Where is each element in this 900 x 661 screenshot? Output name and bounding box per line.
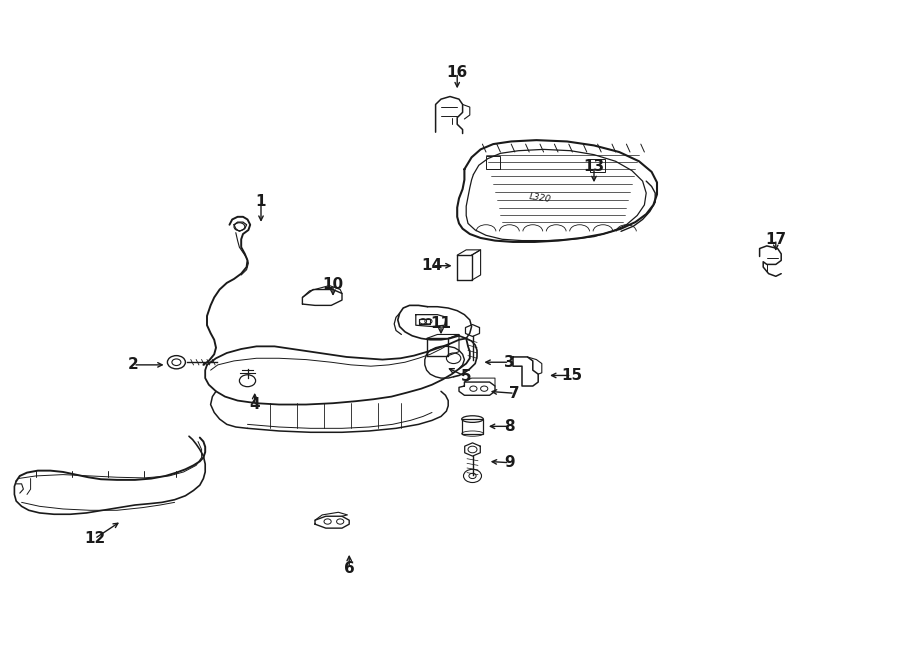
Text: 4: 4	[249, 397, 260, 412]
Bar	[486, 156, 500, 169]
Text: 1: 1	[256, 194, 266, 209]
Bar	[462, 419, 483, 434]
Text: 8: 8	[504, 419, 515, 434]
Text: 6: 6	[344, 561, 355, 576]
Text: 15: 15	[561, 368, 582, 383]
Bar	[590, 159, 605, 172]
Text: 7: 7	[509, 386, 520, 401]
Text: 5: 5	[461, 369, 472, 384]
Text: 10: 10	[322, 277, 344, 292]
Text: 9: 9	[504, 455, 515, 470]
Text: 16: 16	[446, 65, 468, 80]
Text: 17: 17	[765, 232, 787, 247]
Text: 3: 3	[504, 355, 515, 369]
Text: L320: L320	[528, 192, 552, 204]
Text: 2: 2	[128, 358, 139, 372]
Text: 14: 14	[421, 258, 443, 273]
Text: 11: 11	[430, 317, 452, 331]
Text: 13: 13	[583, 159, 605, 174]
Text: 12: 12	[84, 531, 105, 546]
